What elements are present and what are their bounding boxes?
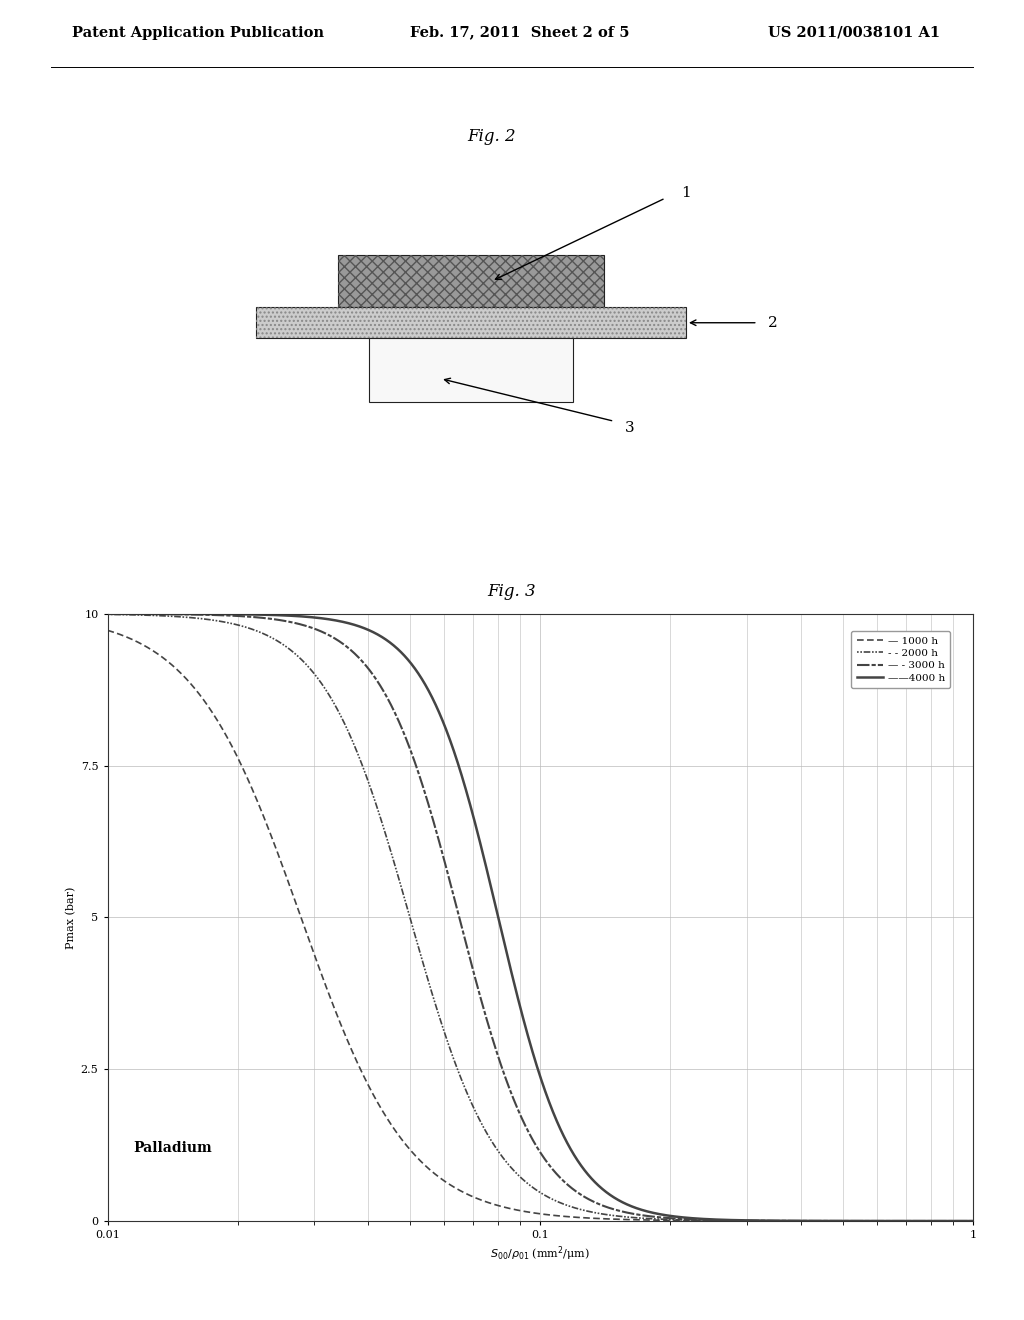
- 3000 h: [782, 1213, 795, 1229]
- 4000 h: [967, 1213, 979, 1229]
- Bar: [256, 308, 686, 338]
- 2000 h: [145, 607, 158, 623]
- 1000 h: [499, 1200, 511, 1216]
- 2000 h: [967, 1213, 979, 1229]
- 1000 h: [941, 1213, 953, 1229]
- 1000 h: [782, 1213, 795, 1229]
- 2000 h: [782, 1213, 795, 1229]
- 1000 h: [967, 1213, 979, 1229]
- Bar: [369, 338, 573, 403]
- 3000 h: [101, 606, 114, 622]
- 4000 h: [499, 940, 511, 956]
- 4000 h: [522, 1030, 535, 1045]
- Text: Patent Application Publication: Patent Application Publication: [72, 25, 324, 40]
- Bar: [256, 308, 686, 338]
- 3000 h: [522, 1123, 535, 1139]
- Text: Fig. 3: Fig. 3: [487, 583, 537, 599]
- 4000 h: [101, 606, 114, 622]
- 3000 h: [967, 1213, 979, 1229]
- Text: 3: 3: [625, 421, 634, 436]
- Text: Palladium: Palladium: [134, 1140, 213, 1155]
- 1000 h: [101, 623, 114, 639]
- 3000 h: [941, 1213, 953, 1229]
- Bar: [338, 255, 604, 308]
- 2000 h: [941, 1213, 953, 1229]
- Line: 4000 h: 4000 h: [108, 614, 973, 1221]
- 3000 h: [499, 1069, 511, 1085]
- 4000 h: [145, 606, 158, 622]
- Line: 1000 h: 1000 h: [108, 631, 973, 1221]
- Legend: — 1000 h, - - 2000 h, — - 3000 h, ——4000 h: — 1000 h, - - 2000 h, — - 3000 h, ——4000…: [851, 631, 950, 688]
- Text: Fig. 2: Fig. 2: [467, 128, 516, 145]
- 2000 h: [499, 1152, 511, 1168]
- 1000 h: [941, 1213, 953, 1229]
- 4000 h: [941, 1213, 953, 1229]
- 1000 h: [522, 1204, 535, 1220]
- Text: US 2011/0038101 A1: US 2011/0038101 A1: [768, 25, 940, 40]
- Bar: [338, 255, 604, 308]
- Y-axis label: Pmax (bar): Pmax (bar): [67, 886, 77, 949]
- Text: 2: 2: [768, 315, 778, 330]
- Text: 1: 1: [681, 186, 691, 201]
- 1000 h: [145, 642, 158, 657]
- Line: 3000 h: 3000 h: [108, 614, 973, 1221]
- 4000 h: [941, 1213, 953, 1229]
- 2000 h: [101, 606, 114, 622]
- 2000 h: [522, 1176, 535, 1192]
- 2000 h: [941, 1213, 953, 1229]
- X-axis label: $\mathit{S_{00}/\rho_{01}}$ (mm$^2$/μm): $\mathit{S_{00}/\rho_{01}}$ (mm$^2$/μm): [490, 1245, 590, 1263]
- Text: Feb. 17, 2011  Sheet 2 of 5: Feb. 17, 2011 Sheet 2 of 5: [410, 25, 629, 40]
- 3000 h: [941, 1213, 953, 1229]
- 3000 h: [145, 606, 158, 622]
- Line: 2000 h: 2000 h: [108, 614, 973, 1221]
- 4000 h: [782, 1213, 795, 1229]
